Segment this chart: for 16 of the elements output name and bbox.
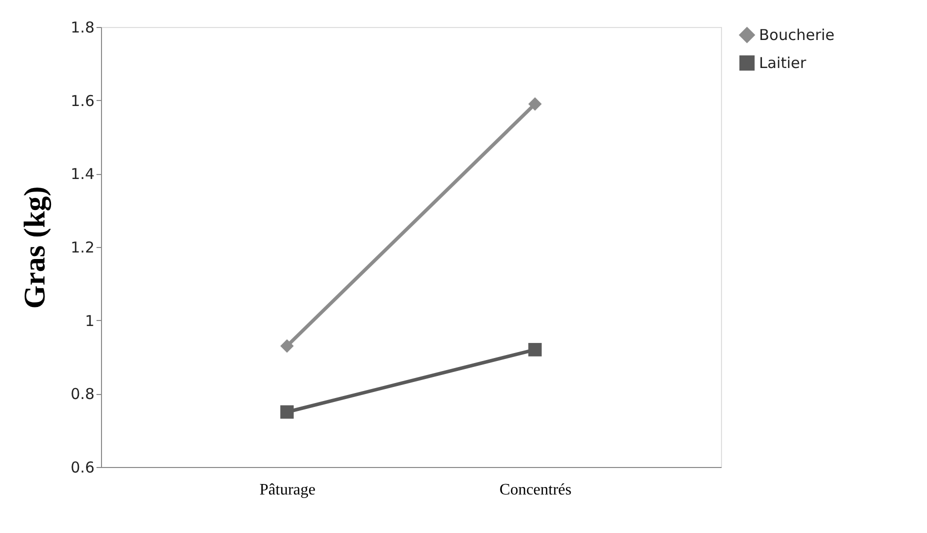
y-tick-label: 1 [84, 312, 94, 330]
y-tick-label: 1.6 [70, 92, 94, 110]
point [280, 405, 294, 419]
point [280, 339, 294, 353]
legend-label: Boucherie [759, 26, 835, 44]
y-tick-label: 1.2 [70, 238, 94, 256]
y-tick-label: 1.8 [70, 18, 94, 36]
y-tick-label: 1.4 [70, 165, 94, 184]
legend-label: Laitier [759, 54, 807, 72]
y-tick-label: 0.8 [70, 385, 94, 404]
x-tick-label: Concentrés [500, 482, 572, 498]
x-tick-label: Pâturage [260, 482, 316, 498]
y-tick-label: 0.6 [70, 458, 94, 476]
point [528, 342, 542, 356]
point [528, 97, 542, 111]
y-axis-title: Gras (kg) [18, 186, 52, 309]
